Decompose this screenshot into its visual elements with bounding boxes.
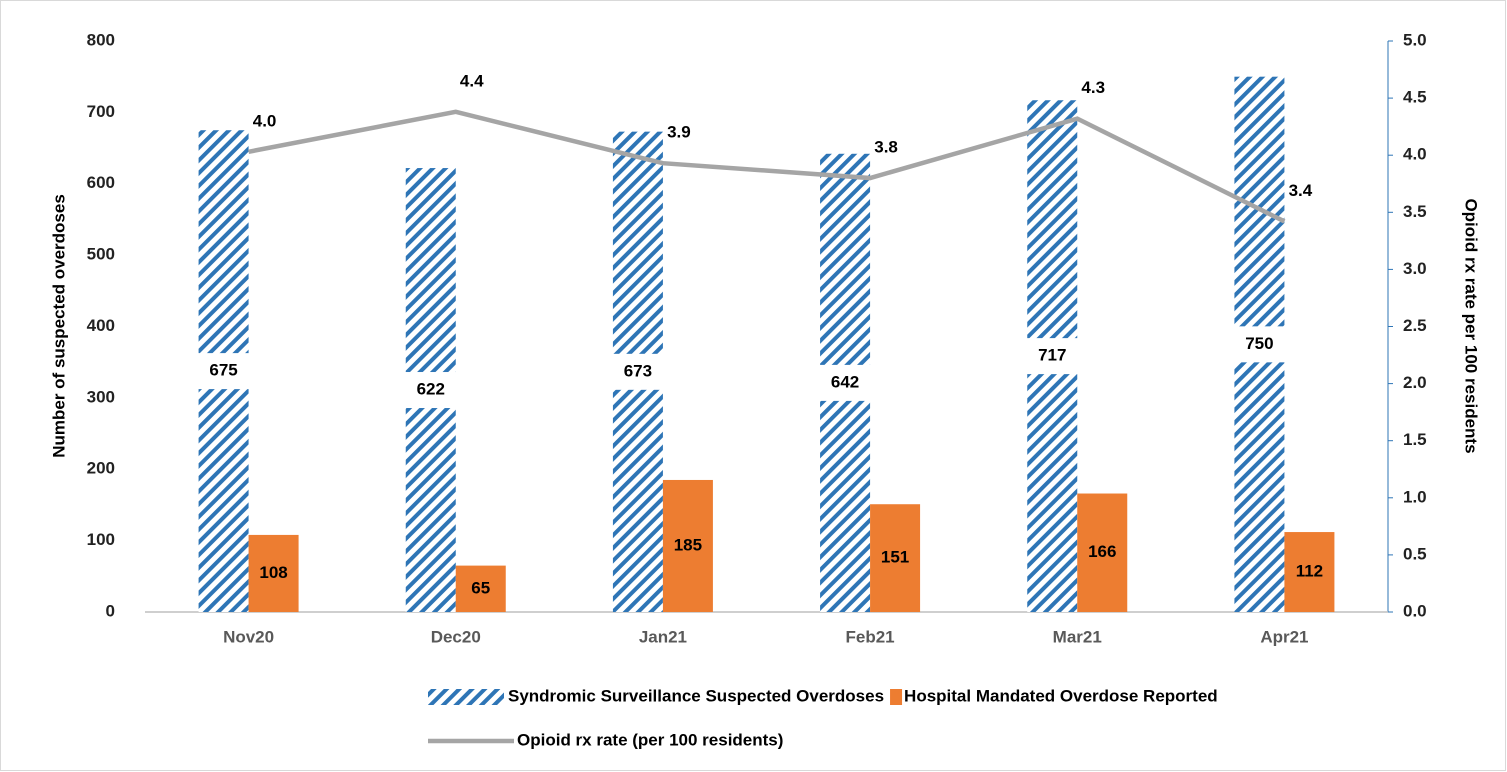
data-label: 675 — [209, 361, 237, 380]
data-label: 166 — [1088, 542, 1116, 561]
bar — [662, 479, 713, 612]
x-tick-label: Mar21 — [1053, 627, 1102, 646]
line-data-label: 4.3 — [1081, 78, 1105, 97]
y2-tick-label: 3.5 — [1403, 202, 1427, 221]
y2-tick-label: 1.5 — [1403, 430, 1427, 449]
legend-label: Opioid rx rate (per 100 residents) — [517, 730, 783, 749]
x-tick-label: Jan21 — [639, 627, 687, 646]
legend-swatch — [428, 689, 504, 705]
legend-swatch — [890, 689, 903, 705]
data-label-bg — [193, 353, 254, 390]
y-tick-label: 400 — [87, 316, 115, 335]
line-data-label: 3.9 — [667, 123, 691, 142]
data-label: 112 — [1296, 562, 1323, 581]
data-label: 151 — [881, 548, 909, 567]
line-data-label: 4.4 — [460, 71, 484, 90]
data-label-bg — [400, 372, 461, 409]
legend-label: Hospital Mandated Overdose Reported — [904, 686, 1218, 705]
bar — [248, 534, 299, 612]
data-label-bg — [815, 364, 876, 401]
y-tick-label: 200 — [87, 459, 115, 478]
y2-tick-label: 2.0 — [1403, 373, 1427, 392]
y-axis-title: Number of suspected overdoses — [49, 194, 68, 458]
data-label: 622 — [417, 380, 445, 399]
y2-tick-label: 4.0 — [1403, 145, 1427, 164]
data-label-bg — [1229, 326, 1290, 363]
y2-tick-label: 3.0 — [1403, 259, 1427, 278]
y-tick-label: 500 — [87, 245, 115, 264]
y2-axis-title: Opioid rx rate per 100 residents — [1462, 198, 1481, 453]
data-label-bg — [607, 353, 668, 390]
line — [248, 109, 1286, 224]
y-tick-label: 700 — [87, 102, 115, 121]
line-data-label: 3.4 — [1289, 181, 1313, 200]
y2-tick-label: 5.0 — [1403, 30, 1427, 49]
y-tick-label: 600 — [87, 173, 115, 192]
y2-tick-label: 2.5 — [1403, 316, 1427, 335]
data-label: 65 — [471, 578, 490, 597]
x-tick-label: Nov20 — [223, 627, 274, 646]
data-label: 750 — [1245, 334, 1273, 353]
data-label: 185 — [674, 535, 702, 554]
data-label: 717 — [1038, 346, 1066, 365]
data-label: 108 — [259, 563, 287, 582]
bar — [455, 565, 506, 612]
x-tick-label: Apr21 — [1260, 627, 1308, 646]
bar — [1284, 532, 1335, 612]
y2-tick-label: 0.0 — [1403, 601, 1427, 620]
line-data-label: 3.8 — [874, 138, 898, 157]
line-data-label: 4.0 — [253, 111, 277, 130]
bar — [1077, 493, 1128, 612]
x-tick-label: Dec20 — [431, 627, 481, 646]
y-tick-label: 100 — [87, 530, 115, 549]
y-tick-label: 0 — [106, 601, 115, 620]
data-label: 642 — [831, 372, 859, 391]
x-tick-label: Feb21 — [846, 627, 895, 646]
data-label: 673 — [624, 361, 652, 380]
y2-tick-label: 1.0 — [1403, 487, 1427, 506]
legend-label: Syndromic Surveillance Suspected Overdos… — [508, 686, 884, 705]
y-tick-label: 800 — [87, 30, 115, 49]
data-label-bg — [1022, 338, 1083, 375]
y2-tick-label: 0.5 — [1403, 544, 1427, 563]
bar — [870, 504, 921, 612]
y2-tick-label: 4.5 — [1403, 88, 1427, 107]
y-tick-label: 300 — [87, 387, 115, 406]
